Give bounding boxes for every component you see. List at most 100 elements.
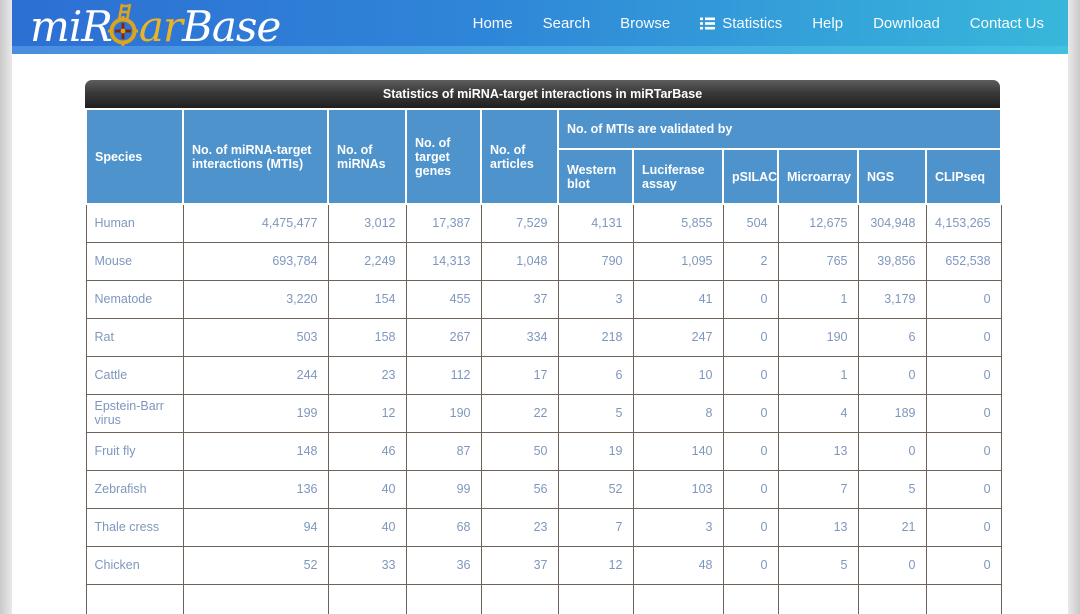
logo-text-mir: miR — [30, 2, 113, 51]
value-cell: 48 — [632, 545, 724, 585]
value-cell: 37 — [480, 545, 559, 585]
value-cell: 140 — [632, 431, 724, 471]
value-cell: 7 — [557, 507, 634, 547]
value-cell: 0 — [722, 545, 779, 585]
nav-item-home[interactable]: Home — [472, 14, 513, 32]
nav-item-download[interactable]: Download — [873, 14, 940, 32]
value-cell: 0 — [722, 317, 779, 357]
value-cell: 0 — [925, 507, 1002, 547]
value-cell: 504 — [722, 203, 779, 243]
value-cell: 39,856 — [857, 241, 927, 281]
value-cell: 304,948 — [857, 203, 927, 243]
col-header-species: Species — [85, 108, 184, 205]
value-cell: 23 — [327, 355, 407, 395]
col-header-microarray: Microarray — [777, 148, 859, 205]
value-cell: 2,249 — [327, 241, 407, 281]
table-row: Zebrafish 136 40 99 56 52 103 0 7 5 0 — [85, 469, 1002, 509]
logo-text-base: Base — [182, 2, 281, 51]
value-cell: 3 — [632, 507, 724, 547]
value-cell: 267 — [405, 317, 482, 357]
value-cell: 41 — [632, 279, 724, 319]
col-header-mirnas: No. of miRNAs — [327, 108, 407, 205]
value-cell: 0 — [925, 469, 1002, 509]
value-cell: 23 — [480, 507, 559, 547]
value-cell: 50 — [480, 431, 559, 471]
nav-item-contact-us[interactable]: Contact Us — [969, 14, 1044, 32]
value-cell: 22 — [480, 393, 559, 433]
nav-item-browse[interactable]: Browse — [620, 14, 671, 32]
value-cell: 0 — [857, 431, 927, 471]
table-row: Cattle 244 23 112 17 6 10 0 1 0 0 — [85, 355, 1002, 395]
value-cell: 5,855 — [632, 203, 724, 243]
table-row: Thale cress 94 40 68 23 7 3 0 13 21 0 — [85, 507, 1002, 547]
value-cell: 189 — [857, 393, 927, 433]
value-cell: 5 — [857, 469, 927, 509]
value-cell: 21 — [857, 507, 927, 547]
value-cell: 94 — [182, 507, 329, 547]
value-cell: 19 — [557, 431, 634, 471]
value-cell: 8 — [632, 393, 724, 433]
value-cell: 0 — [722, 431, 779, 471]
page-gutter-right — [1068, 0, 1080, 614]
value-cell: 503 — [182, 317, 329, 357]
col-header-ngs: NGS — [857, 148, 927, 205]
value-cell: 158 — [327, 317, 407, 357]
value-cell: 0 — [925, 431, 1002, 471]
mirtarbase-logo[interactable]: miR — [30, 0, 281, 51]
species-cell: Fruit fly — [85, 431, 184, 471]
value-cell: 652,538 — [925, 241, 1002, 281]
nav-item-statistics[interactable]: Statistics — [700, 15, 782, 32]
value-cell: 17,387 — [405, 203, 482, 243]
value-cell: 218 — [557, 317, 634, 357]
table-body-partial — [85, 583, 1002, 614]
col-header-clipseq: CLIPseq — [924, 148, 1003, 205]
value-cell: 12,675 — [777, 203, 859, 243]
value-cell: 5 — [557, 393, 634, 433]
value-cell: 7 — [777, 469, 859, 509]
statistics-table: Species No. of miRNA-target interactions… — [85, 108, 1003, 614]
value-cell: 6 — [557, 355, 634, 395]
value-cell: 4,131 — [557, 203, 634, 243]
value-cell: 37 — [480, 279, 559, 319]
value-cell: 52 — [182, 545, 329, 585]
value-cell: 0 — [925, 279, 1002, 319]
value-cell: 87 — [405, 431, 482, 471]
value-cell: 0 — [722, 393, 779, 433]
value-cell: 112 — [405, 355, 482, 395]
nav-item-help[interactable]: Help — [812, 14, 844, 32]
value-cell: 1,048 — [480, 241, 559, 281]
col-header-luciferase-assay: Luciferase assay — [632, 148, 724, 205]
table-row: Human 4,475,477 3,012 17,387 7,529 4,131 5,855… — [85, 203, 1002, 243]
species-cell: Epstein-Barr virus — [85, 393, 184, 433]
value-cell: 1 — [777, 355, 859, 395]
target-scope-icon — [107, 0, 139, 48]
value-cell: 1,095 — [632, 241, 724, 281]
value-cell: 12 — [557, 545, 634, 585]
table-title: Statistics of miRNA-target interactions … — [85, 80, 1000, 108]
statistics-table-container: Statistics of miRNA-target interactions … — [85, 80, 1003, 614]
value-cell: 2 — [722, 241, 779, 281]
value-cell: 199 — [182, 393, 329, 433]
value-cell: 33 — [327, 545, 407, 585]
nav-item-search[interactable]: Search — [542, 14, 591, 32]
value-cell: 99 — [405, 469, 482, 509]
col-header-articles: No. of articles — [480, 108, 559, 205]
page-gutter-left — [0, 0, 12, 614]
value-cell: 765 — [777, 241, 859, 281]
value-cell: 0 — [925, 355, 1002, 395]
value-cell: 4 — [777, 393, 859, 433]
species-cell: Cattle — [85, 355, 184, 395]
species-cell: Zebrafish — [85, 469, 184, 509]
value-cell: 3 — [557, 279, 634, 319]
value-cell: 40 — [327, 507, 407, 547]
main-nav: Home Search Browse Statistics Help Downl… — [473, 15, 1044, 32]
value-cell: 13 — [777, 507, 859, 547]
value-cell: 6 — [857, 317, 927, 357]
value-cell: 3,179 — [857, 279, 927, 319]
value-cell: 103 — [632, 469, 724, 509]
value-cell: 4,153,265 — [925, 203, 1002, 243]
table-body: Human 4,475,477 3,012 17,387 7,529 4,131 5,855… — [85, 203, 1002, 585]
species-cell: Thale cress — [85, 507, 184, 547]
value-cell: 40 — [327, 469, 407, 509]
value-cell: 455 — [405, 279, 482, 319]
